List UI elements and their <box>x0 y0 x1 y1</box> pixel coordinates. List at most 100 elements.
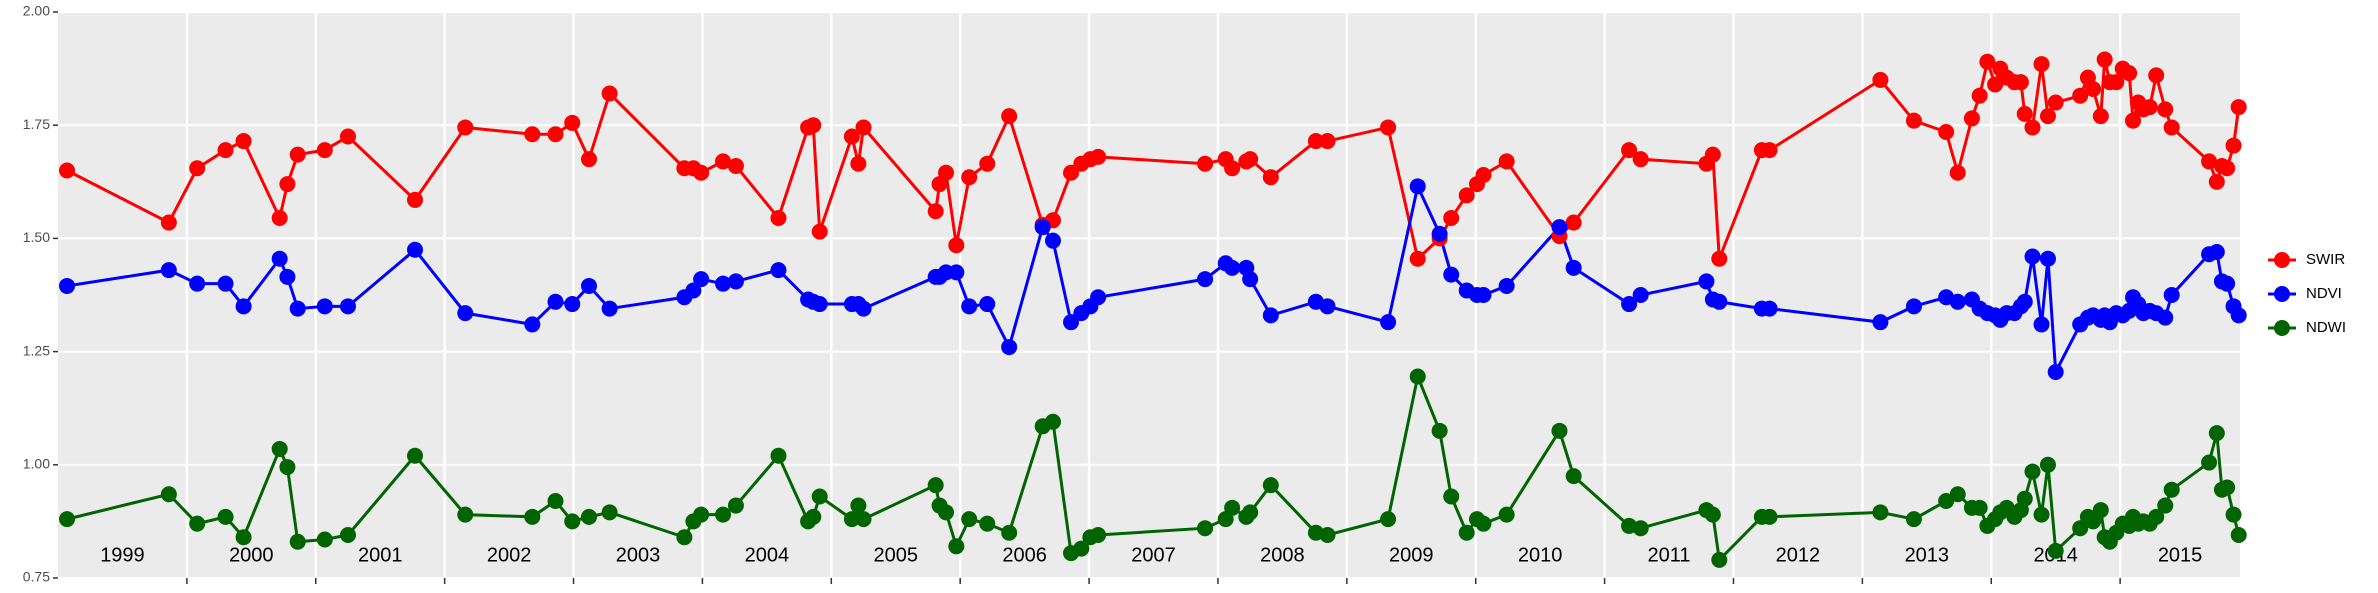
data-point <box>1621 296 1638 313</box>
data-point <box>2039 456 2056 473</box>
data-point <box>2219 160 2236 177</box>
data-point <box>1262 307 1279 324</box>
data-point <box>2092 108 2109 125</box>
data-point <box>979 296 996 313</box>
y-tick-label: 1.75 <box>23 116 50 132</box>
data-point <box>1090 289 1107 306</box>
data-point <box>2148 508 2165 525</box>
data-point <box>217 275 234 292</box>
data-point <box>271 250 288 267</box>
legend-key-point <box>2274 286 2290 302</box>
data-point <box>1431 422 1448 439</box>
y-tick-label: 1.00 <box>23 456 50 472</box>
data-point <box>407 447 424 464</box>
data-point <box>727 157 744 174</box>
data-point <box>1319 298 1336 315</box>
data-point <box>2208 173 2225 190</box>
data-point <box>979 515 996 532</box>
data-point <box>685 282 702 299</box>
data-point <box>1044 413 1061 430</box>
data-point <box>770 447 787 464</box>
data-point <box>676 529 693 546</box>
data-point <box>2024 119 2041 136</box>
data-point <box>2096 51 2113 68</box>
data-point <box>2039 250 2056 267</box>
data-point <box>2163 287 2180 303</box>
data-point <box>271 210 288 227</box>
data-point <box>979 155 996 172</box>
plot-panel <box>58 12 2240 578</box>
y-tick-label: 1.50 <box>23 229 50 245</box>
data-point <box>811 296 828 313</box>
data-point <box>547 126 564 143</box>
data-point <box>524 126 541 143</box>
data-point <box>524 508 541 525</box>
data-point <box>581 277 598 294</box>
data-point <box>2085 80 2102 97</box>
year-label: 2015 <box>2158 544 2203 566</box>
data-point <box>2157 309 2174 326</box>
data-point <box>2208 425 2225 442</box>
data-point <box>189 160 206 177</box>
data-point <box>1971 87 1988 104</box>
data-point <box>2225 137 2242 154</box>
data-point <box>2024 248 2041 265</box>
data-point <box>948 237 965 254</box>
data-point <box>2033 56 2050 73</box>
data-point <box>1872 71 1889 88</box>
data-point <box>2033 316 2050 333</box>
data-point <box>1872 314 1889 331</box>
data-point <box>693 506 710 523</box>
data-point <box>2047 94 2064 111</box>
data-point <box>1905 298 1922 315</box>
data-point <box>279 176 296 193</box>
data-point <box>927 477 944 494</box>
legend-key-point <box>2274 252 2290 268</box>
data-point <box>457 506 474 523</box>
data-point <box>850 155 867 172</box>
data-point <box>715 506 732 523</box>
data-point <box>59 162 76 179</box>
data-point <box>1698 273 1715 290</box>
data-point <box>289 533 306 550</box>
data-point <box>855 511 872 528</box>
data-point <box>1872 504 1889 521</box>
data-point <box>1949 486 1966 503</box>
data-point <box>407 241 424 258</box>
data-point <box>2148 67 2165 84</box>
data-point <box>1262 169 1279 186</box>
data-point <box>1443 266 1460 283</box>
data-point <box>1242 504 1259 521</box>
year-label: 1999 <box>100 544 145 566</box>
data-point <box>2024 463 2041 480</box>
data-point <box>693 164 710 181</box>
legend-label: NDVI <box>2306 285 2342 302</box>
data-point <box>1090 526 1107 543</box>
year-label: 2007 <box>1131 544 1176 566</box>
data-point <box>2219 275 2236 292</box>
data-point <box>770 262 787 279</box>
year-label: 2003 <box>616 544 661 566</box>
data-point <box>2230 526 2247 543</box>
data-point <box>1224 259 1241 276</box>
data-point <box>2016 490 2033 507</box>
data-point <box>727 497 744 514</box>
data-point <box>727 273 744 290</box>
data-point <box>811 223 828 240</box>
data-point <box>564 513 581 530</box>
data-point <box>2208 243 2225 260</box>
data-point <box>1704 146 1721 163</box>
data-point <box>961 511 978 528</box>
data-point <box>289 146 306 163</box>
data-point <box>1443 488 1460 505</box>
data-point <box>1632 287 1649 303</box>
year-label: 2010 <box>1518 544 1563 566</box>
data-point <box>843 511 860 528</box>
data-point <box>1034 219 1051 236</box>
data-point <box>1971 499 1988 516</box>
data-point <box>843 128 860 145</box>
data-point <box>1475 287 1492 303</box>
data-point <box>1262 477 1279 494</box>
series-line <box>66 371 2241 564</box>
data-point <box>1242 151 1259 168</box>
